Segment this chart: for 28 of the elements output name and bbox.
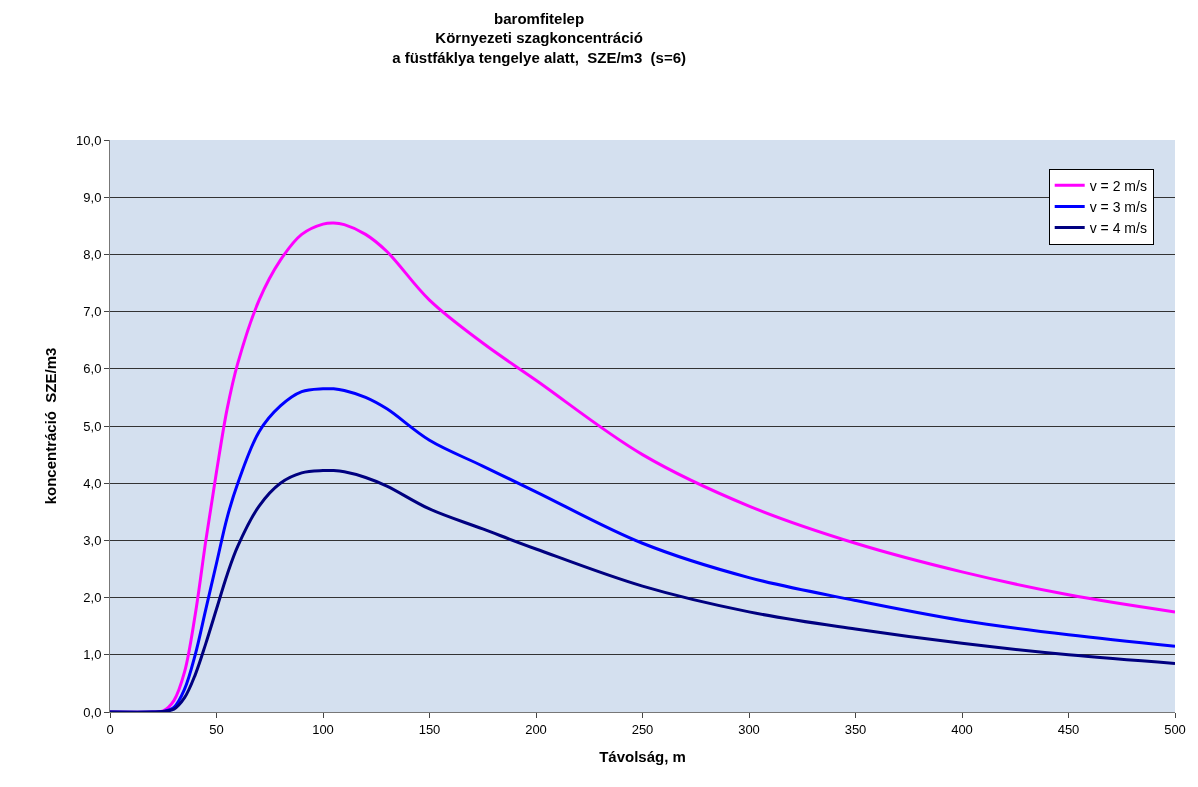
x-tick-label: 200 [525,721,547,737]
x-tick-label: 300 [738,721,760,737]
y-tick-label: 9,0 [83,189,102,205]
y-axis-title: koncentráció SZE/m3 [42,347,60,505]
legend-label: v = 2 m/s [1089,177,1147,194]
chart-title: baromfitelep Környezeti szagkoncentráció a füstfáklya tengelye alatt, SZE/m3 (s=6) [392,9,687,66]
y-tick-label: 1,0 [83,647,102,663]
x-tick-label: 350 [844,721,867,737]
legend-label: v = 3 m/s [1089,198,1147,215]
y-tick-label: 0,0 [83,704,102,720]
y-tick-label: 7,0 [83,304,102,320]
y-tick-label: 2,0 [83,590,102,606]
x-tick-label: 450 [1057,721,1080,737]
x-tick-label: 500 [1164,721,1186,737]
x-axis-title: Távolság, m [599,747,686,765]
y-tick-label: 8,0 [83,246,102,262]
x-tick-label: 250 [631,721,654,737]
y-tick-label: 4,0 [83,475,102,491]
x-tick-label: 150 [418,721,441,737]
y-tick-label: 3,0 [83,532,102,548]
y-tick-label: 10,0 [76,132,102,148]
x-tick-label: 400 [951,721,973,737]
x-tick-label: 100 [312,721,334,737]
y-tick-label: 6,0 [83,361,102,377]
y-tick-label: 5,0 [83,418,102,434]
x-tick-label: 50 [209,721,224,737]
x-tick-label: 0 [106,721,114,737]
legend-label: v = 4 m/s [1089,220,1147,237]
